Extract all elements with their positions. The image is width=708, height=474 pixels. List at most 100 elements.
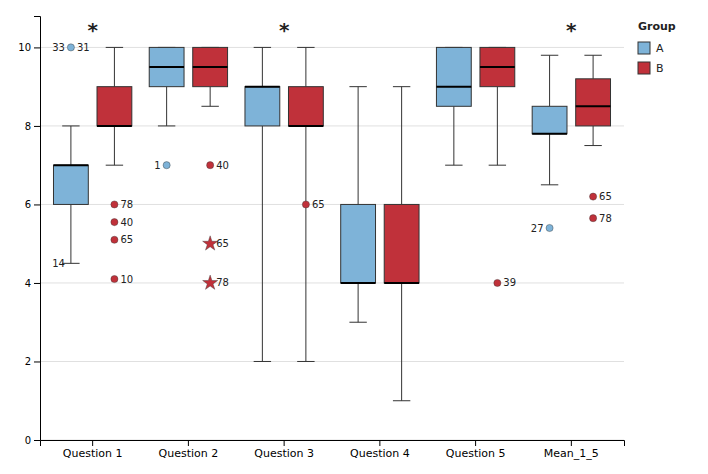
- outlier-label: 39: [503, 277, 516, 288]
- box-body: [193, 47, 228, 86]
- box-body: [149, 47, 184, 86]
- median: [149, 66, 184, 68]
- axis-line: [41, 441, 625, 447]
- outlier: [67, 44, 74, 51]
- whisker: [166, 87, 167, 126]
- grid: [40, 47, 624, 440]
- whisker: [593, 55, 594, 79]
- whisker: [210, 87, 211, 107]
- outlier-label: 33: [52, 42, 65, 53]
- tick-label: Question 2: [159, 447, 219, 460]
- outlier-label: 78: [216, 277, 229, 288]
- whisker: [305, 47, 306, 86]
- whisker: [262, 126, 263, 362]
- annotation: 31: [77, 42, 90, 53]
- significance-mark: *: [87, 18, 98, 42]
- median: [341, 282, 376, 284]
- grid-line: [40, 361, 624, 362]
- tick: 2: [25, 356, 40, 367]
- tick-mark: [34, 204, 40, 205]
- median: [53, 164, 88, 166]
- whisker-cap: [297, 47, 314, 48]
- legend-item: B: [638, 62, 664, 75]
- tick: Question 4: [350, 440, 410, 460]
- whisker-cap: [349, 86, 366, 87]
- box: [193, 47, 228, 106]
- y-axis: 0246810: [18, 17, 40, 446]
- whisker-cap: [106, 47, 123, 48]
- box: [341, 87, 376, 323]
- outlier-label: 40: [216, 160, 229, 171]
- tick: 0: [25, 435, 40, 446]
- legend-title: Group: [638, 20, 676, 33]
- box: [53, 126, 88, 263]
- whisker: [453, 106, 454, 165]
- legend-label: A: [656, 42, 664, 55]
- tick-label: 10: [18, 42, 31, 53]
- outlier: [111, 219, 118, 226]
- tick-mark: [34, 47, 40, 48]
- median: [532, 133, 567, 135]
- tick: Question 1: [63, 440, 123, 460]
- whisker-cap: [106, 165, 123, 166]
- outlier-label: 10: [120, 274, 133, 285]
- tick-label: Mean_1_5: [544, 447, 599, 460]
- whisker: [114, 47, 115, 86]
- whisker-cap: [254, 361, 271, 362]
- tick-mark: [188, 440, 189, 446]
- box-body: [245, 87, 280, 126]
- grid-line: [40, 47, 624, 48]
- box-body: [576, 79, 611, 126]
- tick: 10: [18, 42, 40, 53]
- whisker-cap: [541, 55, 558, 56]
- tick: 4: [25, 278, 40, 289]
- outlier: [494, 279, 501, 286]
- whisker: [497, 87, 498, 166]
- tick: Question 5: [446, 440, 506, 460]
- median: [480, 66, 515, 68]
- box: [532, 55, 567, 185]
- box-body: [97, 87, 132, 126]
- tick-label: Question 5: [446, 447, 506, 460]
- outlier: [590, 215, 597, 222]
- significance-mark: *: [279, 18, 290, 42]
- labels: 3312778406510406539657865783114***: [52, 18, 612, 289]
- outlier-label: 40: [120, 217, 133, 228]
- box: [245, 47, 280, 361]
- significance-mark: *: [566, 18, 577, 42]
- box: [480, 47, 515, 165]
- outlier: [590, 193, 597, 200]
- legend-label: B: [656, 62, 664, 75]
- x-axis: Question 1Question 2Question 3Question 4…: [41, 440, 625, 460]
- series: [53, 44, 567, 362]
- outlier-label: 78: [599, 213, 612, 224]
- whisker-cap: [489, 165, 506, 166]
- outlier-label: 65: [120, 234, 133, 245]
- outlier-label: 65: [312, 199, 325, 210]
- whisker: [262, 47, 263, 86]
- tick-mark: [34, 283, 40, 284]
- tick-label: 8: [25, 121, 31, 132]
- box-body: [288, 87, 323, 126]
- whisker: [305, 126, 306, 362]
- outlier-label: 1: [154, 160, 160, 171]
- tick-mark: [379, 440, 380, 446]
- whisker: [593, 126, 594, 146]
- box: [384, 87, 419, 401]
- box-body: [384, 204, 419, 283]
- whisker-cap: [584, 55, 601, 56]
- outlier: [163, 162, 170, 169]
- legend-swatch: [638, 42, 650, 54]
- box-body: [532, 106, 567, 133]
- outlier: [546, 224, 553, 231]
- tick-label: 4: [25, 278, 31, 289]
- whisker-cap: [584, 145, 601, 146]
- series: [97, 47, 611, 400]
- legend: Group AB: [638, 20, 676, 75]
- tick-mark: [34, 440, 40, 441]
- tick: Question 2: [159, 440, 219, 460]
- whisker: [358, 87, 359, 205]
- box-body: [436, 47, 471, 106]
- tick-label: 0: [25, 435, 31, 446]
- axis-line: [34, 17, 41, 441]
